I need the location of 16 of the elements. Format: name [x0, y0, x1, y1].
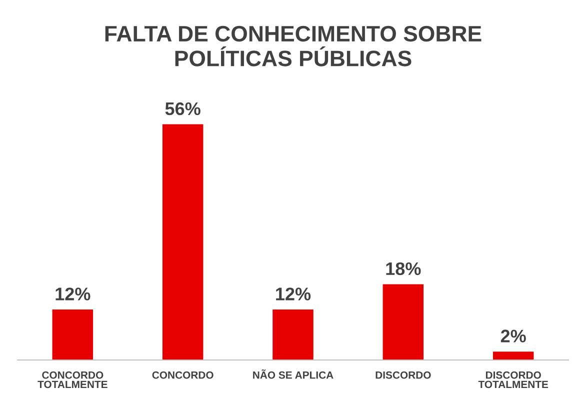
data-label: 2% [500, 330, 526, 342]
x-tick-label: DISCORDO TOTALMENTE [478, 371, 548, 388]
bar [382, 284, 424, 360]
chart-title: FALTA DE CONHECIMENTO SOBRE POLÍTICAS PÚBLICAS [105, 26, 482, 66]
data-label: 56% [165, 102, 200, 116]
x-tick-label: CONCORDO [152, 371, 214, 379]
data-label: 12% [56, 288, 90, 300]
x-tick-label: NÃO SE APLICA [253, 369, 334, 379]
bar [272, 309, 314, 360]
data-label: 18% [386, 262, 421, 276]
x-tick-label: DISCORDO [376, 371, 431, 379]
bar [52, 309, 94, 360]
bar [492, 352, 534, 360]
data-label: 12% [276, 288, 311, 300]
x-tick-label: CONCORDO TOTALMENTE [38, 371, 108, 388]
bar [162, 124, 204, 360]
